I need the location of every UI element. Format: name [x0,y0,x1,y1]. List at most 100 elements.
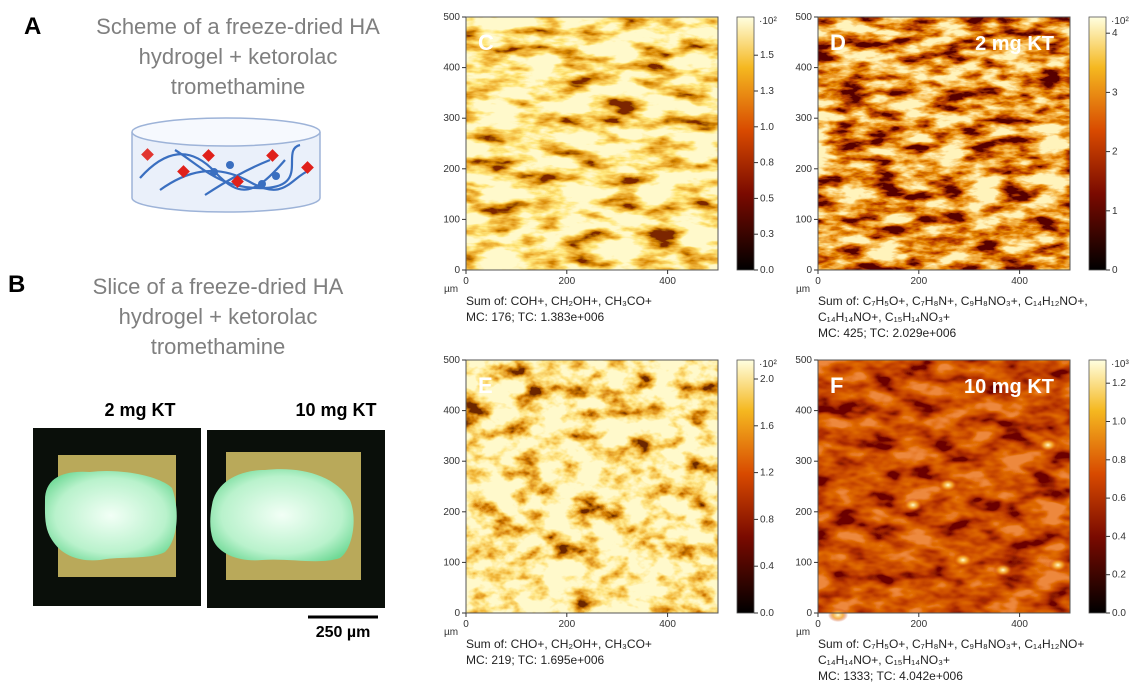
panel-letter: E [478,373,493,398]
map-caption-line: C₁₄H₁₄NO+, C₁₅H₁₄NO₃+ [818,310,950,324]
x-tick-label: 200 [558,619,575,630]
ion-image [466,17,718,270]
colorbar-tick-label: 0.8 [1112,455,1126,466]
sample-label: 2 mg KT [104,400,175,420]
panel-letter: A [24,13,41,40]
colorbar-tick-label: 0.6 [1112,493,1126,504]
y-tick-label: 0 [454,608,460,619]
map-caption-line: MC: 176; TC: 1.383e+006 [466,310,605,324]
dish-rim [131,117,321,147]
x-tick-label: 400 [1011,276,1028,287]
y-tick-label: 500 [795,12,812,23]
hotspot [1038,438,1058,452]
axis-unit: µm [444,284,458,295]
x-tick-label: 0 [815,276,821,287]
y-tick-label: 400 [443,406,460,417]
colorbar-tick-label: 0.0 [760,265,774,276]
ion-map-panel: E 0 100 200 300 400 500 0 200 400 µm ·10² 0.0 0.4 0.8 1… [443,355,777,667]
ion-map-panel: F 10 mg KT 0 100 200 300 400 500 0 200 400 µm ·10³ 0.… [795,355,1129,683]
colorbar-exponent: ·10² [759,359,777,370]
plot-frame [817,16,1071,271]
colorbar [1088,16,1107,271]
colorbar-tick-label: 2.0 [760,374,774,385]
axis-unit: µm [796,284,810,295]
caption-line: hydrogel + ketorolac [139,44,338,69]
map-caption-line: MC: 425; TC: 2.029e+006 [818,326,957,340]
map-caption-line: MC: 1333; TC: 4.042e+006 [818,669,963,683]
colorbar-tick-label: 0 [1112,265,1118,276]
y-tick-label: 100 [443,557,460,568]
hydrogel-dish [131,117,321,213]
caption-line: tromethamine [171,74,306,99]
colorbar-tick-label: 1 [1112,206,1118,217]
hotspot [1048,558,1068,572]
sample-label: 2 mg KT [975,33,1054,55]
ion-image [466,360,718,613]
y-tick-label: 300 [443,456,460,467]
panel-letter: B [8,271,25,298]
caption-line: Scheme of a freeze-dried HA [96,14,380,39]
colorbar-tick-label: 1.3 [760,86,774,97]
colorbar-tick-label: 1.0 [760,122,774,133]
plot-frame [465,16,719,271]
colorbar-tick-label: 0.4 [1112,531,1126,542]
x-tick-label: 0 [463,619,469,630]
panel-letter: C [478,30,494,55]
slice-photo [33,428,201,606]
y-tick-label: 500 [443,12,460,23]
colorbar-tick-label: 0.0 [1112,608,1126,619]
y-tick-label: 300 [443,113,460,124]
caption-line: tromethamine [151,334,286,359]
colorbar-tick-label: 1.6 [760,421,774,432]
y-tick-label: 200 [443,507,460,518]
colorbar-tick-label: 0.8 [760,514,774,525]
y-tick-label: 0 [806,608,812,619]
x-tick-label: 200 [910,276,927,287]
axis-unit: µm [796,627,810,638]
colorbar-tick-label: 0.5 [760,193,774,204]
y-tick-label: 300 [795,456,812,467]
y-tick-label: 500 [443,355,460,366]
hotspot [993,563,1013,577]
colorbar-exponent: ·10³ [1111,359,1129,370]
colorbar-tick-label: 0.2 [1112,570,1126,581]
y-tick-label: 0 [454,265,460,276]
map-caption-line: Sum of: COH+, CH₂OH+, CH₃CO+ [466,294,652,308]
x-tick-label: 200 [910,619,927,630]
map-caption-line: Sum of: CHO+, CH₂OH+, CH₃CO+ [466,637,652,651]
colorbar-tick-label: 3 [1112,87,1118,98]
colorbar-tick-label: 1.2 [760,468,774,479]
panel-letter: D [830,30,846,55]
y-tick-label: 500 [795,355,812,366]
colorbar-tick-label: 1.5 [760,50,774,61]
axis-unit: µm [444,627,458,638]
y-tick-label: 100 [795,214,812,225]
y-tick-label: 200 [795,507,812,518]
colorbar-tick-label: 0.0 [760,608,774,619]
sample-label: 10 mg KT [964,376,1054,398]
colorbar-tick-label: 1.0 [1112,417,1126,428]
ion-map-panel: C 0 100 200 300 400 500 0 200 400 µm ·10² 0.0 0.3 0.5 0… [443,12,777,324]
colorbar-tick-label: 0.4 [760,561,774,572]
colorbar-tick-label: 0.8 [760,158,774,169]
hotspot [938,478,958,492]
y-tick-label: 400 [795,406,812,417]
x-tick-label: 200 [558,276,575,287]
colorbar [736,16,755,271]
sample-label: 10 mg KT [295,400,376,420]
ion-image [818,17,1070,270]
colorbar-tick-label: 2 [1112,147,1118,158]
map-caption-line: Sum of: C₇H₅O+, C₇H₈N+, C₉H₈NO₃+, C₁₄H₁₂… [818,637,1084,651]
colorbar [1088,359,1107,614]
y-tick-label: 100 [795,557,812,568]
hydrogel-slice [210,469,354,562]
x-tick-label: 0 [815,619,821,630]
scale-bar-label: 250 µm [316,624,371,641]
caption-line: hydrogel + ketorolac [119,304,318,329]
y-tick-label: 400 [443,63,460,74]
caption-line: Slice of a freeze-dried HA [93,274,344,299]
ion-map-panel: D 2 mg KT 0 100 200 300 400 500 0 200 400 µm ·10² 0 1 2… [795,12,1129,340]
